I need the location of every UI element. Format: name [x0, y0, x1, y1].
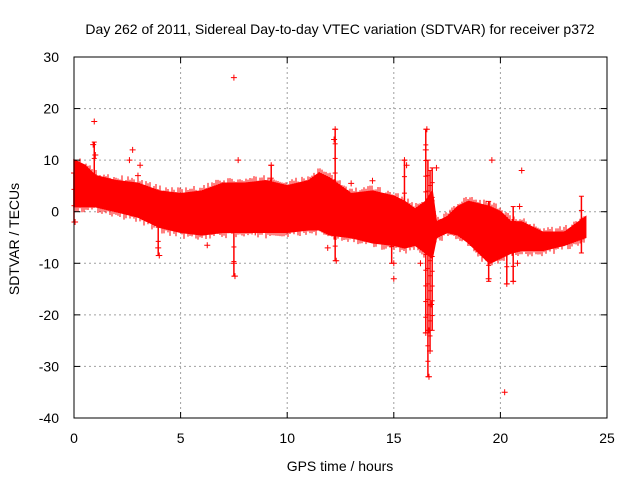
data-point	[235, 157, 242, 164]
data-point	[332, 126, 339, 133]
x-tick-label: 15	[386, 430, 402, 446]
data-point	[425, 373, 432, 380]
y-tick-label: 0	[51, 204, 59, 220]
data-point	[516, 203, 523, 210]
data-point	[503, 280, 510, 287]
y-tick-label: 30	[43, 49, 59, 65]
data-point	[417, 260, 424, 267]
data-point	[401, 157, 408, 164]
data-point	[422, 329, 429, 336]
data-point	[90, 141, 97, 148]
y-tick-label: -40	[39, 410, 59, 426]
data-point	[129, 146, 136, 153]
y-tick-label: 10	[43, 152, 59, 168]
data-point	[348, 180, 355, 187]
data-point	[331, 136, 338, 143]
data-point	[510, 278, 517, 285]
data-point	[428, 301, 435, 308]
x-tick-label: 20	[493, 430, 509, 446]
y-tick-label: -30	[39, 358, 59, 374]
data-point	[72, 219, 79, 226]
x-tick-label: 5	[177, 430, 185, 446]
data-point	[423, 126, 430, 133]
y-tick-label: -10	[39, 255, 59, 271]
axes: 0 5 10 15 20 25 -40 -30 -20 -10 0 10 20 30	[39, 49, 615, 446]
data-point	[333, 257, 340, 264]
x-axis-label: GPS time / hours	[287, 458, 394, 474]
data-point	[485, 275, 492, 282]
data-point	[156, 252, 163, 259]
data-point	[126, 157, 133, 164]
data-point	[369, 177, 376, 184]
data-series	[71, 74, 587, 396]
data-point	[92, 151, 99, 158]
plot-frame	[73, 56, 608, 419]
x-tick-label: 25	[599, 430, 615, 446]
y-axis-label: SDTVAR / TECUs	[6, 183, 22, 295]
data-point	[390, 275, 397, 282]
data-point	[268, 162, 275, 169]
data-point	[137, 162, 144, 169]
data-point	[230, 260, 237, 267]
data-point	[514, 260, 521, 267]
data-point	[425, 327, 432, 334]
data-point	[422, 146, 429, 153]
data-point	[488, 157, 495, 164]
data-point	[230, 74, 237, 81]
data-point	[204, 242, 211, 249]
x-tick-label: 0	[70, 430, 78, 446]
data-point	[231, 273, 238, 280]
y-tick-label: 20	[43, 101, 59, 117]
data-point	[155, 244, 162, 251]
x-tick-label: 10	[279, 430, 295, 446]
data-point	[91, 118, 98, 125]
y-tick-label: -20	[39, 307, 59, 323]
chart-title: Day 262 of 2011, Sidereal Day-to-day VTE…	[85, 21, 594, 37]
data-point	[427, 347, 434, 354]
data-point	[324, 244, 331, 251]
data-point	[252, 229, 259, 236]
data-point	[433, 164, 440, 171]
data-point	[134, 172, 141, 179]
data-point	[501, 389, 508, 396]
data-point	[518, 167, 525, 174]
data-point	[390, 260, 397, 267]
data-point	[403, 162, 410, 169]
